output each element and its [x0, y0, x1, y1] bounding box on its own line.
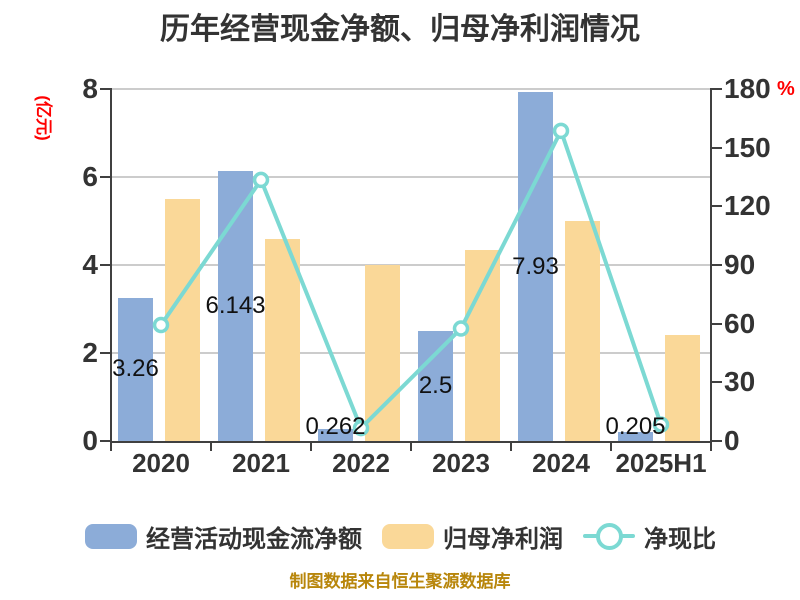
x-axis-tick — [210, 441, 212, 451]
right-axis-label-30: 30 — [724, 366, 756, 398]
x-category-label-2023: 2023 — [432, 448, 490, 478]
right-axis-tick-0 — [712, 440, 722, 442]
left-axis-tick-8 — [100, 88, 110, 90]
data-source-note: 制图数据来自恒生聚源数据库 — [289, 572, 511, 591]
right-axis-tick-90 — [712, 264, 722, 266]
left-axis-tick-2 — [100, 352, 110, 354]
data-label-2023: 2.5 — [418, 372, 453, 399]
data-label-2025H1: 0.205 — [605, 413, 666, 440]
line-point-2020 — [152, 316, 170, 334]
x-axis-tick — [410, 441, 412, 451]
line-point-2025H1 — [652, 416, 670, 433]
data-label-2021: 6.143 — [205, 291, 266, 319]
right-axis-label-90: 90 — [724, 249, 756, 280]
bar-blue-2025H1 — [618, 431, 653, 441]
chart-title: 历年经营现金净额、归母净利润情况 — [160, 13, 640, 46]
x-axis-tick — [610, 441, 612, 451]
right-axis-label-0: 0 — [724, 425, 740, 456]
line-point-2024 — [552, 122, 570, 140]
right-axis-label-120: 120 — [724, 190, 771, 222]
x-category-label-2024: 2024 — [532, 448, 590, 478]
line-point-2023 — [452, 320, 470, 337]
x-axis-tick — [510, 441, 512, 451]
data-label-2022: 0.262 — [305, 413, 366, 440]
left-axis-label-2: 2 — [82, 337, 98, 368]
legend-line-dot — [596, 523, 623, 550]
bar-blue-2022 — [318, 429, 353, 441]
right-axis-line — [710, 88, 712, 442]
left-axis-label-4: 4 — [82, 249, 98, 280]
bar-yellow-2024 — [565, 221, 600, 441]
left-axis-label-0: 0 — [82, 425, 98, 456]
legend-label-net-profit: 归母净利润 — [443, 525, 563, 553]
bar-blue-2020 — [118, 297, 153, 441]
bar-yellow-2021 — [265, 238, 300, 441]
right-axis-label-180: 180 — [724, 73, 771, 104]
legend-item-net-cash-ratio[interactable]: 净现比 — [583, 521, 716, 553]
x-category-label-2020: 2020 — [132, 448, 190, 478]
left-axis-tick-0 — [100, 440, 110, 442]
line-point-2022 — [352, 419, 370, 437]
left-axis-label-6: 6 — [82, 161, 98, 192]
x-category-label-2025H1: 2025H1 — [615, 448, 707, 478]
line-point-2021 — [252, 171, 270, 189]
left-axis-line — [110, 88, 112, 442]
bar-yellow-2020 — [165, 199, 200, 441]
x-category-label-2021: 2021 — [232, 448, 290, 478]
bar-blue-2023 — [418, 331, 453, 441]
bar-blue-2024 — [518, 92, 553, 441]
left-axis-tick-6 — [100, 176, 110, 178]
legend-line-marker-icon — [583, 521, 635, 551]
legend-item-operating-cashflow[interactable]: 经营活动现金流净额 — [85, 521, 362, 553]
legend-swatch-blue-bar — [85, 523, 137, 549]
bar-yellow-2025H1 — [665, 335, 700, 441]
right-axis-label-60: 60 — [724, 307, 756, 339]
x-category-label-2022: 2022 — [332, 448, 390, 478]
line-path — [159, 128, 663, 431]
x-axis-tick — [710, 441, 712, 451]
x-axis-tick — [310, 441, 312, 451]
bar-yellow-2023 — [465, 249, 500, 441]
x-axis-tick — [110, 441, 112, 451]
grid-line — [111, 88, 711, 90]
legend-item-net-profit[interactable]: 归母净利润 — [382, 521, 563, 553]
grid-line — [111, 352, 711, 354]
grid-line — [111, 176, 711, 178]
right-axis-tick-30 — [712, 381, 722, 384]
right-axis-tick-180 — [712, 88, 722, 90]
bar-yellow-2022 — [365, 265, 400, 441]
left-axis-tick-4 — [100, 264, 110, 266]
right-axis-label-150: 150 — [724, 131, 771, 163]
left-axis-label-8: 8 — [82, 73, 98, 104]
net-cash-ratio-line — [152, 122, 670, 437]
legend-swatch-yellow-bar — [382, 523, 434, 549]
right-axis-tick-60 — [712, 322, 722, 325]
data-label-2024: 7.93 — [512, 252, 559, 280]
right-axis-tick-120 — [712, 205, 722, 208]
legend-label-operating-cashflow: 经营活动现金流净额 — [146, 525, 362, 553]
right-axis-tick-150 — [712, 146, 722, 149]
legend-label-net-cash-ratio: 净现比 — [644, 525, 716, 553]
data-label-2020: 3.26 — [112, 355, 159, 383]
grid-line — [111, 264, 711, 266]
right-axis-unit-label: % — [777, 78, 795, 100]
